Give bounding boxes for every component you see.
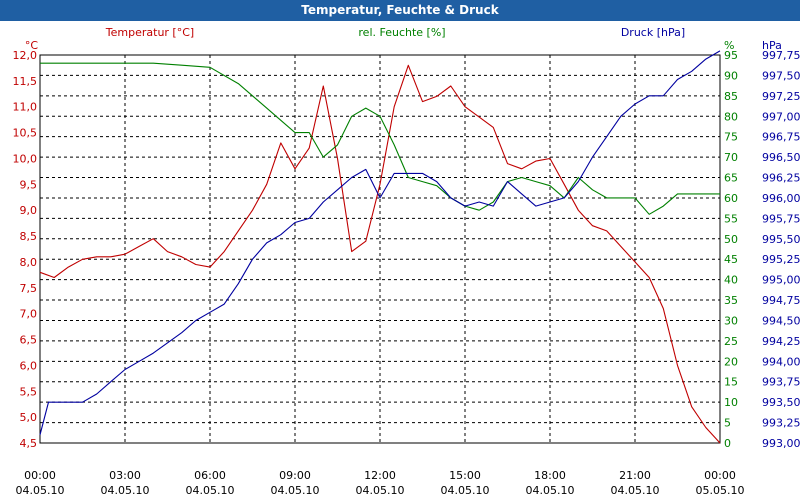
humidity-tick-label: 10 xyxy=(724,396,738,409)
humidity-tick-label: 65 xyxy=(724,172,738,185)
x-tick-date: 04.05.10 xyxy=(16,484,65,497)
pressure-tick-label: 996,50 xyxy=(762,151,800,164)
temperature-tick-label: 7,5 xyxy=(20,282,38,295)
x-tick-time: 03:00 xyxy=(109,469,141,482)
pressure-tick-label: 997,25 xyxy=(762,90,800,103)
pressure-unit: hPa xyxy=(762,39,782,52)
chart-title: Temperatur, Feuchte & Druck xyxy=(0,0,800,21)
pressure-tick-label: 996,00 xyxy=(762,192,800,205)
temperature-tick-label: 5,0 xyxy=(20,411,38,424)
x-tick-time: 21:00 xyxy=(619,469,651,482)
humidity-tick-label: 25 xyxy=(724,335,738,348)
grid xyxy=(40,54,720,443)
pressure-tick-label: 995,25 xyxy=(762,253,800,266)
humidity-tick-label: 55 xyxy=(724,212,738,225)
pressure-series-label: Druck [hPa] xyxy=(621,26,685,39)
x-tick-date: 04.05.10 xyxy=(611,484,660,497)
pressure-tick-label: 995,75 xyxy=(762,212,800,225)
temperature-tick-label: 7,0 xyxy=(20,308,38,321)
x-tick-time: 09:00 xyxy=(279,469,311,482)
pressure-tick-label: 995,50 xyxy=(762,233,800,246)
x-tick-date: 04.05.10 xyxy=(526,484,575,497)
x-tick-time: 12:00 xyxy=(364,469,396,482)
humidity-tick-label: 90 xyxy=(724,69,738,82)
humidity-series-line xyxy=(40,62,720,215)
pressure-tick-label: 993,25 xyxy=(762,417,800,430)
pressure-tick-label: 993,50 xyxy=(762,396,800,409)
plot-frame xyxy=(39,54,721,444)
pressure-tick-label: 997,00 xyxy=(762,110,800,123)
pressure-tick-label: 994,00 xyxy=(762,355,800,368)
temperature-tick-label: 4,5 xyxy=(20,437,38,450)
x-tick-time: 00:00 xyxy=(704,469,736,482)
x-tick-date: 04.05.10 xyxy=(441,484,490,497)
pressure-tick-label: 994,50 xyxy=(762,314,800,327)
x-tick-date: 04.05.10 xyxy=(101,484,150,497)
humidity-tick-label: 30 xyxy=(724,314,738,327)
temperature-tick-label: 8,5 xyxy=(20,230,38,243)
temperature-series-line xyxy=(39,64,721,444)
series-lines xyxy=(39,50,721,444)
x-tick-date: 04.05.10 xyxy=(186,484,235,497)
x-tick-time: 06:00 xyxy=(194,469,226,482)
humidity-series-label: rel. Feuchte [%] xyxy=(358,26,445,39)
pressure-tick-label: 997,75 xyxy=(762,49,800,62)
humidity-tick-label: 60 xyxy=(724,192,738,205)
temperature-tick-label: 11,0 xyxy=(13,101,38,114)
humidity-tick-label: 70 xyxy=(724,151,738,164)
humidity-tick-label: 0 xyxy=(724,437,731,450)
pressure-tick-label: 996,25 xyxy=(762,172,800,185)
pressure-tick-label: 995,00 xyxy=(762,274,800,287)
temperature-tick-label: 6,5 xyxy=(20,334,38,347)
pressure-tick-label: 993,75 xyxy=(762,376,800,389)
pressure-series-line xyxy=(39,50,721,435)
axis-labels: 4,5 5,0 5,5 6,0 6,5 7,0 7,5 8,0 8,5 9,0 9,5 10,0 10,… xyxy=(13,26,800,497)
x-tick-date: 04.05.10 xyxy=(271,484,320,497)
x-tick-time: 00:00 xyxy=(24,469,56,482)
pressure-tick-label: 996,75 xyxy=(762,131,800,144)
temperature-tick-label: 10,0 xyxy=(13,152,38,165)
humidity-tick-label: 20 xyxy=(724,355,738,368)
pressure-tick-label: 993,00 xyxy=(762,437,800,450)
pressure-tick-label: 997,50 xyxy=(762,69,800,82)
humidity-tick-label: 95 xyxy=(724,49,738,62)
x-tick-time: 18:00 xyxy=(534,469,566,482)
humidity-tick-label: 45 xyxy=(724,253,738,266)
humidity-unit: % xyxy=(724,39,734,52)
temperature-tick-label: 12,0 xyxy=(13,49,38,62)
humidity-tick-label: 75 xyxy=(724,131,738,144)
temperature-tick-label: 9,5 xyxy=(20,178,38,191)
humidity-tick-label: 40 xyxy=(724,274,738,287)
humidity-tick-label: 50 xyxy=(724,233,738,246)
humidity-tick-label: 5 xyxy=(724,417,731,430)
x-tick-date: 05.05.10 xyxy=(696,484,745,497)
temperature-tick-label: 8,0 xyxy=(20,256,38,269)
axes xyxy=(39,54,721,444)
humidity-tick-label: 85 xyxy=(724,90,738,103)
humidity-tick-label: 80 xyxy=(724,110,738,123)
humidity-tick-label: 35 xyxy=(724,294,738,307)
temperature-series-label: Temperatur [°C] xyxy=(105,26,194,39)
temperature-unit: °C xyxy=(25,39,39,52)
humidity-tick-label: 15 xyxy=(724,376,738,389)
pressure-tick-label: 994,25 xyxy=(762,335,800,348)
x-tick-time: 15:00 xyxy=(449,469,481,482)
pressure-tick-label: 994,75 xyxy=(762,294,800,307)
temperature-tick-label: 6,0 xyxy=(20,359,38,372)
temperature-tick-label: 9,0 xyxy=(20,204,38,217)
x-tick-date: 04.05.10 xyxy=(356,484,405,497)
temperature-tick-label: 5,5 xyxy=(20,385,38,398)
temperature-tick-label: 10,5 xyxy=(13,127,38,140)
temperature-tick-label: 11,5 xyxy=(13,75,38,88)
